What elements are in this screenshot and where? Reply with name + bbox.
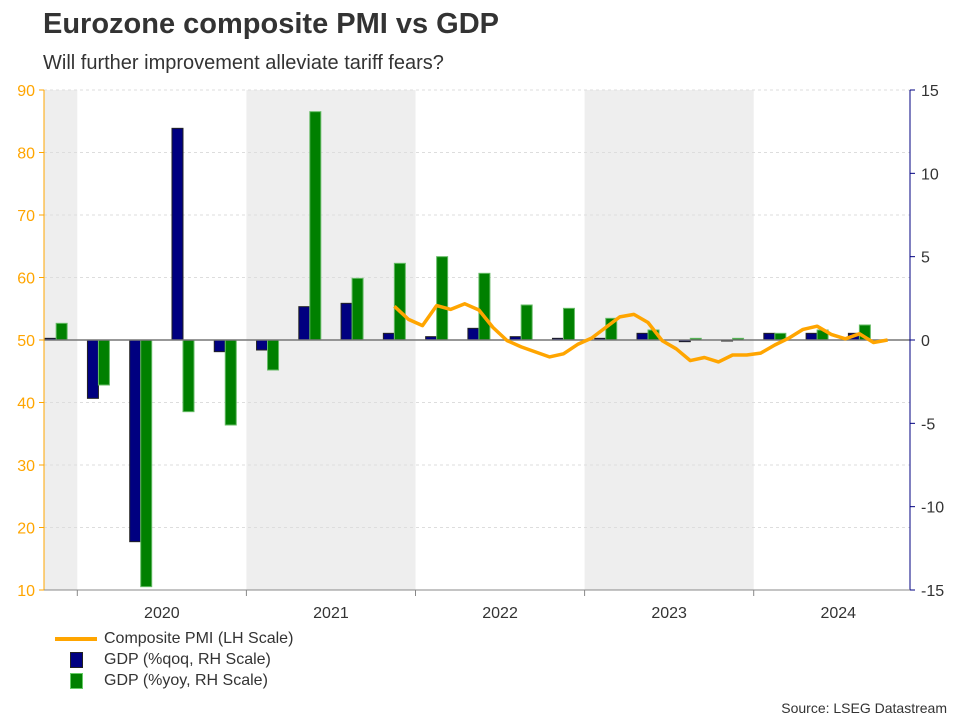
bar-gdp-yoy bbox=[520, 304, 533, 341]
x-axis-tick-label: 2023 bbox=[651, 605, 687, 622]
pmi-line bbox=[393, 302, 888, 364]
bar-gdp-yoy bbox=[97, 339, 110, 386]
bar-gdp-qoq bbox=[382, 332, 395, 341]
bar-gdp-yoy bbox=[55, 322, 68, 341]
left-axis-tick-label: 40 bbox=[17, 396, 35, 413]
legend-label: GDP (%qoq, RH Scale) bbox=[104, 650, 271, 668]
bar-gdp-qoq bbox=[86, 339, 99, 399]
legend-label: GDP (%yoy, RH Scale) bbox=[104, 671, 268, 689]
x-axis-tick-label: 2022 bbox=[482, 605, 518, 622]
bar-gdp-qoq bbox=[636, 332, 649, 341]
bar-gdp-qoq bbox=[763, 332, 776, 341]
left-axis-tick-label: 30 bbox=[17, 458, 35, 475]
left-axis-tick-label: 60 bbox=[17, 271, 35, 288]
legend-box-swatch bbox=[69, 651, 83, 668]
right-axis-tick-label: 5 bbox=[921, 250, 930, 267]
legend-item-pmi: Composite PMI (LH Scale) bbox=[50, 628, 293, 649]
bar-gdp-qoq bbox=[171, 127, 184, 341]
left-axis-tick-label: 20 bbox=[17, 521, 35, 538]
bar-gdp-yoy bbox=[478, 272, 491, 341]
bar-gdp-yoy bbox=[267, 339, 280, 371]
legend-label: Composite PMI (LH Scale) bbox=[104, 629, 294, 647]
left-axis-tick-label: 50 bbox=[17, 333, 35, 350]
left-axis-tick-label: 80 bbox=[17, 146, 35, 163]
bar-gdp-yoy bbox=[436, 256, 449, 341]
left-axis-tick-label: 70 bbox=[17, 208, 35, 225]
bar-gdp-qoq bbox=[298, 306, 311, 341]
left-axis-tick-label: 90 bbox=[17, 83, 35, 100]
chart-title: Eurozone composite PMI vs GDP bbox=[43, 8, 500, 40]
bar-gdp-qoq bbox=[467, 327, 480, 341]
x-axis-tick-label: 2020 bbox=[144, 605, 180, 622]
right-axis-tick-label: -5 bbox=[921, 416, 935, 433]
bar-gdp-qoq bbox=[256, 339, 269, 351]
x-axis-tick-label: 2024 bbox=[820, 605, 856, 622]
bar-gdp-yoy bbox=[351, 277, 364, 341]
bar-gdp-qoq bbox=[340, 302, 353, 341]
legend-item-gdp-yoy: GDP (%yoy, RH Scale) bbox=[50, 670, 293, 691]
right-axis-tick-label: -10 bbox=[921, 500, 944, 517]
legend-box-swatch bbox=[69, 672, 83, 689]
bar-gdp-yoy bbox=[140, 339, 153, 588]
right-axis-tick-label: -15 bbox=[921, 583, 944, 600]
right-axis-tick-label: 15 bbox=[921, 83, 939, 100]
legend-item-gdp-qoq: GDP (%qoq, RH Scale) bbox=[50, 649, 293, 670]
legend-line-swatch bbox=[55, 636, 97, 641]
left-axis-tick-label: 10 bbox=[17, 583, 35, 600]
legend: Composite PMI (LH Scale) GDP (%qoq, RH S… bbox=[50, 628, 293, 691]
bar-gdp-qoq bbox=[805, 332, 818, 341]
bar-gdp-yoy bbox=[393, 262, 406, 341]
bar-gdp-yoy bbox=[309, 111, 322, 341]
bar-gdp-qoq bbox=[213, 339, 226, 353]
bar-gdp-yoy bbox=[562, 307, 575, 341]
bar-gdp-yoy bbox=[224, 339, 237, 426]
x-axis-tick-label: 2021 bbox=[313, 605, 349, 622]
chart-subtitle: Will further improvement alleviate tarif… bbox=[43, 52, 444, 74]
right-axis-tick-label: 0 bbox=[921, 333, 930, 350]
bar-gdp-yoy bbox=[182, 339, 195, 413]
bar-gdp-qoq bbox=[129, 339, 142, 543]
right-axis-tick-label: 10 bbox=[921, 166, 939, 183]
source-note: Source: LSEG Datastream bbox=[781, 700, 947, 716]
